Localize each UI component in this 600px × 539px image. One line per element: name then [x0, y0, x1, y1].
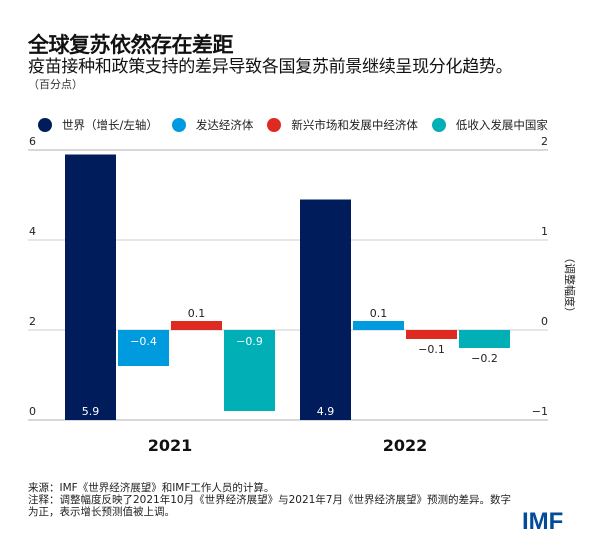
data-label-emerging-2022: −0.1 — [418, 343, 445, 356]
data-label-world-2022: 4.9 — [317, 405, 335, 418]
legend-swatch-advanced — [171, 118, 186, 132]
legend-item-emerging: 新兴市场和发展中经济体 — [267, 117, 418, 133]
x-axis-category-label: 2022 — [383, 436, 428, 455]
data-label-advanced-2022: 0.1 — [370, 307, 388, 320]
data-label-advanced-2021: −0.4 — [130, 335, 157, 348]
right-axis-tick-label: 2 — [541, 135, 548, 148]
left-axis-tick-label: 2 — [29, 315, 36, 328]
bar-world-2021 — [65, 154, 116, 420]
legend-label-world: 世界（增长/左轴） — [62, 118, 158, 132]
legend-label-low-income: 低收入发展中国家 — [455, 118, 548, 132]
x-axis-category-label: 2021 — [148, 436, 193, 455]
bar-low-income-2021 — [224, 330, 275, 411]
legend-swatch-world — [38, 118, 52, 132]
right-axis-tick-label: 0 — [541, 315, 548, 328]
data-label-world-2021: 5.9 — [82, 405, 100, 418]
unit-label: （百分点） — [28, 78, 83, 91]
legend-item-low-income: 低收入发展中国家 — [431, 117, 548, 133]
bar-emerging-2022 — [406, 330, 457, 339]
chart-subtitle: 疫苗接种和政策支持的差异导致各国复苏前景继续呈现分化趋势。 — [28, 57, 513, 77]
imf-logo: IMF — [522, 508, 564, 535]
bar-low-income-2022 — [459, 330, 510, 348]
note-line-2: 为正，表示增长预测值被上调。 — [28, 506, 175, 518]
right-axis-title: （调整幅度） — [563, 252, 577, 318]
left-axis-tick-label: 4 — [29, 225, 36, 238]
right-axis-tick-label: 1 — [541, 225, 548, 238]
data-label-emerging-2021: 0.1 — [188, 307, 206, 320]
bar-world-2022 — [300, 199, 351, 420]
legend-label-emerging: 新兴市场和发展中经济体 — [291, 118, 418, 132]
legend-swatch-emerging — [267, 118, 282, 132]
note-line-1: 注释：调整幅度反映了2021年10月《世界经济展望》与2021年7月《世界经济展… — [28, 494, 511, 506]
source-note: 来源：IMF《世界经济展望》和IMF工作人员的计算。 — [28, 482, 275, 494]
bar-advanced-2021 — [118, 330, 169, 366]
legend-item-advanced: 发达经济体 — [171, 117, 254, 133]
bar-emerging-2021 — [171, 321, 222, 330]
legend-item-world: 世界（增长/左轴） — [38, 117, 158, 133]
left-axis-tick-label: 6 — [29, 135, 36, 148]
right-axis-tick-label: −1 — [532, 405, 548, 418]
footer-notes: 来源：IMF《世界经济展望》和IMF工作人员的计算。 注释：调整幅度反映了202… — [28, 482, 548, 518]
legend-label-advanced: 发达经济体 — [195, 118, 254, 132]
left-axis-tick-label: 0 — [29, 405, 36, 418]
data-label-low-income-2021: −0.9 — [236, 335, 263, 348]
data-label-low-income-2022: −0.2 — [471, 352, 498, 365]
legend-swatch-low-income — [431, 118, 446, 132]
chart-title: 全球复苏依然存在差距 — [28, 33, 234, 57]
bar-advanced-2022 — [353, 321, 404, 330]
legend: 世界（增长/左轴） 发达经济体 新兴市场和发展中经济体 低收入发展中国家 — [38, 117, 562, 133]
